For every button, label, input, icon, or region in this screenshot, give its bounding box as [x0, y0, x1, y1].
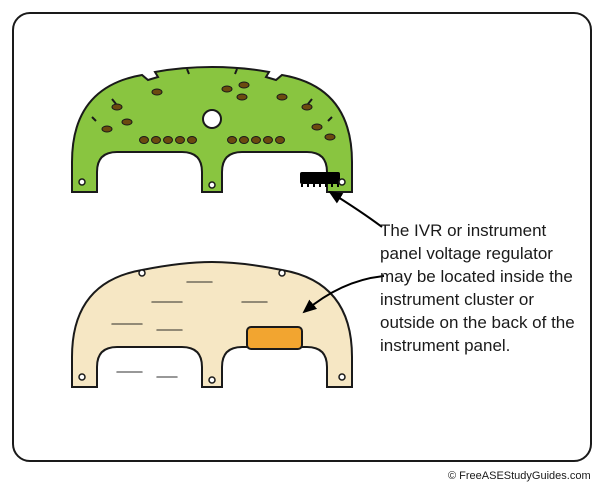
arrow-to-top-ivr: [330, 192, 382, 227]
ivr-module-bottom: [247, 327, 302, 349]
ivr-chip-pins: [302, 184, 338, 187]
bottom-cluster-panel: [72, 262, 352, 387]
top-cluster-board: [72, 67, 352, 192]
center-hole: [203, 110, 221, 128]
diagram-frame: The IVR or instrument panel voltage regu…: [0, 0, 605, 500]
copyright-text: © FreeASEStudyGuides.com: [448, 470, 591, 482]
ivr-chip-top: [300, 172, 340, 184]
caption-text: The IVR or instrument panel voltage regu…: [380, 220, 575, 358]
